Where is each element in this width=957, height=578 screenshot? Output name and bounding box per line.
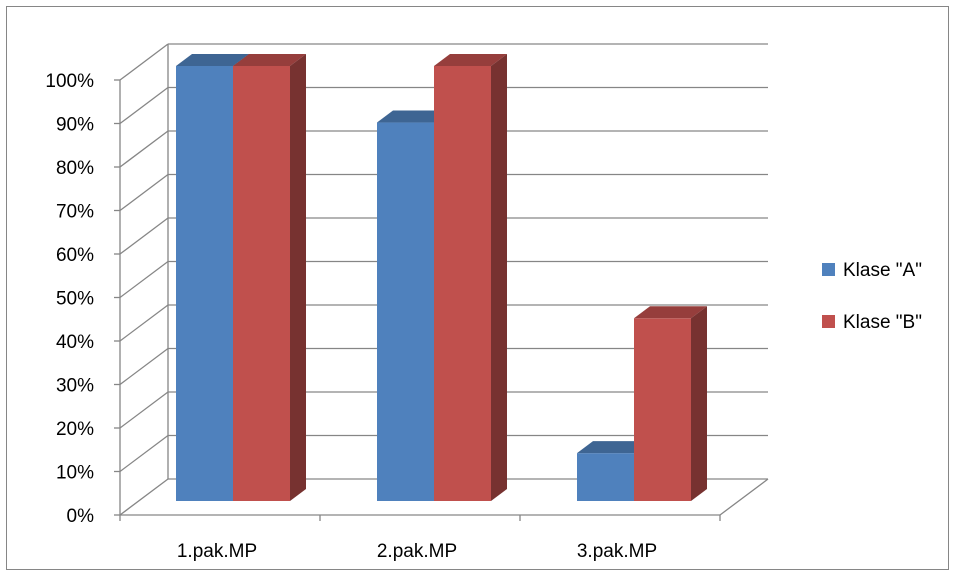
y-tick-label: 100%: [45, 71, 94, 92]
side-gridline: [119, 347, 169, 386]
y-tick-label: 60%: [56, 245, 94, 266]
bar-front: [233, 66, 290, 501]
axes: [114, 79, 721, 521]
x-category-label: 1.pak.MP: [177, 541, 257, 562]
y-tick-label: 20%: [56, 419, 94, 440]
y-axis-tick-labels: 0% 10% 20% 30% 40% 50% 60% 70% 80% 90% 100%: [45, 71, 94, 527]
side-gridline: [119, 304, 169, 342]
y-tick-label: 10%: [56, 463, 94, 484]
y-tick-label: 80%: [56, 158, 94, 179]
bar-top: [634, 306, 707, 319]
side-gridline: [119, 130, 169, 168]
bars: [176, 54, 707, 502]
bar-front: [176, 66, 233, 501]
bar-top: [434, 54, 507, 66]
side-gridline: [119, 217, 169, 255]
legend: Klase "A" Klase "B": [822, 260, 922, 333]
side-gridline: [119, 434, 169, 473]
bar-top: [377, 110, 450, 123]
y-tick-label: 40%: [56, 332, 94, 353]
legend-label: Klase "B": [843, 312, 922, 333]
bar-side: [491, 54, 507, 501]
legend-label: Klase "A": [843, 260, 922, 281]
side-gridline: [119, 260, 169, 299]
x-axis-category-labels: 1.pak.MP 2.pak.MP 3.pak.MP: [177, 541, 657, 562]
x-category-label: 2.pak.MP: [377, 541, 457, 562]
legend-swatch: [822, 315, 835, 328]
side-gridline: [119, 43, 169, 81]
legend-swatch: [822, 263, 835, 276]
bar-top: [176, 54, 249, 66]
side-gridline: [119, 478, 169, 516]
floor-edge: [719, 478, 769, 516]
bar-front: [434, 66, 491, 501]
side-gridline: [119, 173, 169, 212]
y-tick-label: 30%: [56, 376, 94, 397]
bar-top: [577, 441, 650, 454]
bar-front: [634, 318, 691, 501]
x-category-label: 3.pak.MP: [577, 541, 657, 562]
bar-side: [290, 54, 306, 501]
bar-front: [577, 453, 634, 501]
side-gridline: [119, 391, 169, 429]
y-tick-label: 0%: [67, 506, 95, 527]
bar-top: [233, 54, 306, 66]
y-tick-label: 70%: [56, 202, 94, 223]
side-gridline: [119, 86, 169, 125]
bar-side: [691, 306, 707, 501]
bar-front: [377, 122, 434, 502]
y-tick-label: 50%: [56, 289, 94, 310]
y-tick-label: 90%: [56, 115, 94, 136]
